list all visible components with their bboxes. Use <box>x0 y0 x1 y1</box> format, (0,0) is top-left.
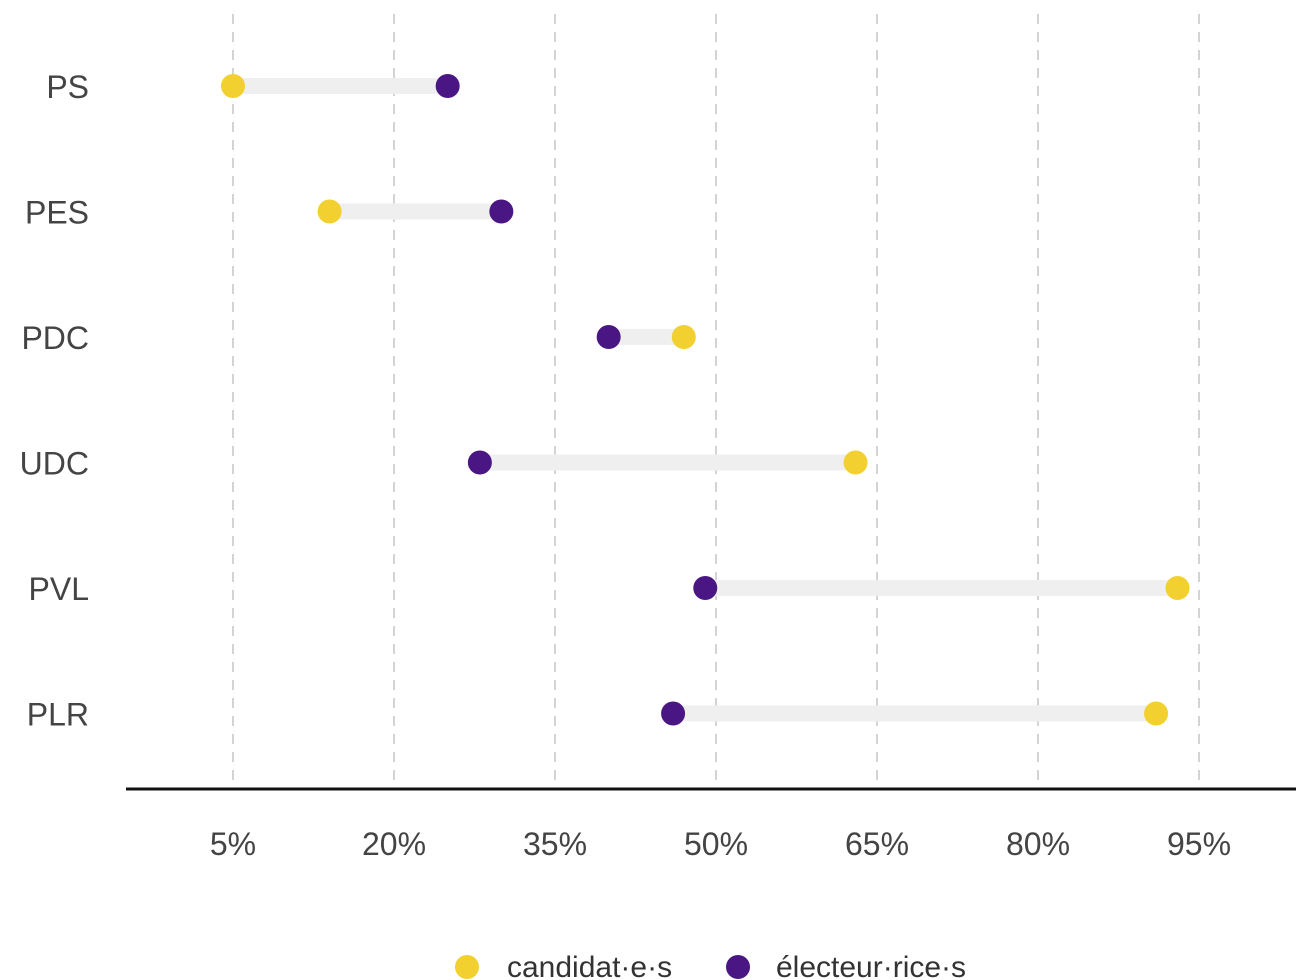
point-udc-series-0 <box>843 450 868 475</box>
point-pvl-series-1 <box>693 576 718 600</box>
point-pdc-series-0 <box>671 325 696 349</box>
category-label-udc: UDC <box>20 446 89 482</box>
legend: candidat·e·s électeur·rice·s <box>455 951 966 980</box>
x-tick-label-5: 80% <box>1006 826 1070 862</box>
point-plr-series-0 <box>1144 701 1169 726</box>
point-udc-series-1 <box>467 450 492 475</box>
x-tick-label-0: 5% <box>210 826 256 862</box>
point-pvl-series-0 <box>1165 576 1190 600</box>
category-label-plr: PLR <box>27 697 89 733</box>
point-pes-series-1 <box>489 199 514 224</box>
point-plr-series-1 <box>661 701 686 726</box>
point-pdc-series-1 <box>596 325 621 349</box>
category-label-pvl: PVL <box>29 571 89 607</box>
x-tick-label-2: 35% <box>523 826 587 862</box>
segments <box>233 78 1178 722</box>
category-label-pes: PES <box>25 195 89 231</box>
legend-swatch-1 <box>726 955 750 979</box>
point-pes-series-0 <box>317 199 342 224</box>
x-tick-label-6: 95% <box>1167 826 1231 862</box>
legend-label-0: candidat·e·s <box>507 951 672 980</box>
x-tick-labels: 5% 20% 35% 50% 65% 80% 95% <box>210 826 1231 862</box>
category-labels: PS PES PDC UDC PVL PLR <box>20 69 89 733</box>
x-tick-label-1: 20% <box>362 826 426 862</box>
point-ps-series-1 <box>435 74 460 98</box>
legend-label-1: électeur·rice·s <box>776 951 966 980</box>
point-ps-series-0 <box>221 74 245 98</box>
category-label-ps: PS <box>46 69 89 105</box>
x-tick-label-4: 65% <box>845 826 909 862</box>
data-points <box>221 74 1190 726</box>
category-label-pdc: PDC <box>21 320 89 356</box>
x-tick-label-3: 50% <box>684 826 748 862</box>
x-gridlines <box>232 14 1200 788</box>
legend-swatch-0 <box>455 955 479 979</box>
